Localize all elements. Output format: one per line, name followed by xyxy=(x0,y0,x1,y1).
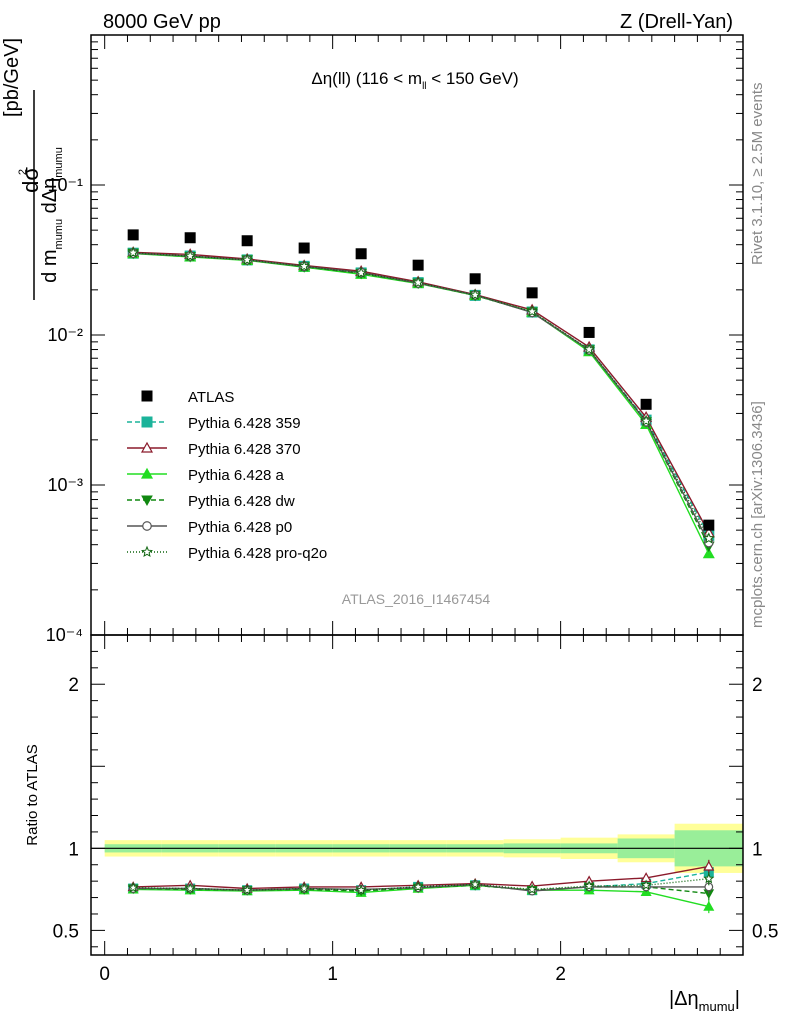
atlas-data-point xyxy=(298,242,310,254)
atlas-data-point xyxy=(469,273,481,285)
main-y-tick-label: 10⁻⁴ xyxy=(46,625,83,645)
legend-label: Pythia 6.428 359 xyxy=(188,415,301,432)
legend-label: Pythia 6.428 dw xyxy=(188,493,295,510)
series-point xyxy=(469,288,482,301)
main-y-tick-label: 10⁻³ xyxy=(47,475,83,495)
series-line-ratio xyxy=(133,871,709,891)
atlas-data-point xyxy=(583,326,595,338)
series-point xyxy=(184,249,197,262)
x-tick-label: 2 xyxy=(555,964,566,985)
legend: ATLAS Pythia 6.428 359 Pythia 6.428 370 Pyt… xyxy=(127,389,327,562)
ratio-point xyxy=(583,880,595,891)
series-point xyxy=(241,253,254,266)
x-tick-label: 0 xyxy=(99,964,110,985)
analysis-watermark: ATLAS_2016_I1467454 xyxy=(342,591,491,607)
ratio-point xyxy=(127,881,139,893)
ratio-point xyxy=(703,860,715,871)
ratio-point xyxy=(640,879,652,890)
ratio-y-tick-label-right: 1 xyxy=(752,839,763,860)
svg-text:2: 2 xyxy=(17,169,29,175)
series-point xyxy=(583,343,596,355)
atlas-data-point xyxy=(526,287,538,299)
ratio-y-tick-label-right: 2 xyxy=(752,675,763,696)
main-y-tick-label: 10⁻¹ xyxy=(47,175,83,195)
atlas-data xyxy=(127,229,715,531)
series-main-5 xyxy=(127,246,715,544)
atlas-data-point xyxy=(412,259,424,271)
series-point xyxy=(355,266,368,279)
ratio-y-tick-label: 2 xyxy=(68,675,79,696)
atlas-data-point xyxy=(703,519,715,531)
main-panel: 10⁻⁴ 10⁻³ 10⁻² 10⁻¹ xyxy=(46,34,744,645)
main-y-axis-label: dσ 2 d mmumu dΔηmumu [pb/GeV] xyxy=(1,38,65,300)
ratio-y-tick-label-right: 0.5 xyxy=(752,921,778,942)
atlas-data-point xyxy=(184,232,196,244)
legend-label: Pythia 6.428 pro-q2o xyxy=(188,545,327,562)
ratio-y-tick-label: 0.5 xyxy=(53,921,79,942)
atlas-data-point xyxy=(241,235,253,247)
ratio-point xyxy=(412,881,424,892)
x-ticks: 0 1 2 xyxy=(99,35,721,985)
atlas-data-point xyxy=(355,248,367,260)
ratio-y-label: Ratio to ATLAS xyxy=(24,744,41,845)
ratio-y-tick-label: 1 xyxy=(68,839,79,860)
series-point xyxy=(127,246,140,258)
legend-label: Pythia 6.428 370 xyxy=(188,441,301,458)
atlas-data-point xyxy=(127,229,139,241)
header-left: 8000 GeV pp xyxy=(103,11,221,33)
svg-text:dσ: dσ xyxy=(18,167,43,193)
rivet-label: Rivet 3.1.10, ≥ 2.5M events xyxy=(749,83,766,266)
series-point xyxy=(702,532,715,544)
legend-marker xyxy=(142,521,152,531)
mcplots-label: mcplots.cern.ch [arXiv:1306.3436] xyxy=(749,401,766,628)
legend-marker xyxy=(141,416,153,428)
main-y-ticks: 10⁻⁴ 10⁻³ 10⁻² 10⁻¹ xyxy=(46,41,743,645)
legend-label: Pythia 6.428 p0 xyxy=(188,519,292,536)
ratio-point xyxy=(355,884,367,895)
main-y-tick-label: 10⁻² xyxy=(47,325,83,345)
ratio-point xyxy=(469,878,481,890)
series-point xyxy=(526,305,539,317)
plot-title: Δη(ll) (116 < mll < 150 GeV) xyxy=(311,69,518,92)
series-point xyxy=(412,276,425,288)
series-point xyxy=(702,547,715,559)
ratio-y-ticks: 0.5 0.5 1 1 2 2 xyxy=(53,650,778,948)
x-tick-label: 1 xyxy=(327,964,338,985)
ratio-panel: 0.5 0.5 1 1 2 2 xyxy=(53,634,778,956)
legend-marker xyxy=(140,467,154,479)
series-point xyxy=(640,414,653,427)
ratio-point xyxy=(703,872,715,884)
legend-marker xyxy=(141,495,153,507)
ratio-point xyxy=(241,884,253,895)
series-ratio-5 xyxy=(127,872,715,895)
ratio-point xyxy=(703,900,715,911)
ratio-point xyxy=(526,883,538,895)
x-axis-label: |Δηmumu| xyxy=(669,988,740,1014)
ratio-point xyxy=(184,882,196,894)
ratio-frame xyxy=(90,634,744,956)
atlas-data-point xyxy=(640,398,652,410)
svg-text:[pb/GeV]: [pb/GeV] xyxy=(1,38,23,117)
legend-label: Pythia 6.428 a xyxy=(188,467,285,484)
series-point xyxy=(298,260,311,272)
legend-marker-data xyxy=(141,390,153,402)
ratio-point xyxy=(298,882,310,894)
header-right: Z (Drell-Yan) xyxy=(620,11,733,33)
legend-marker xyxy=(140,441,154,453)
legend-label-data: ATLAS xyxy=(188,389,234,406)
legend-marker xyxy=(140,545,154,558)
